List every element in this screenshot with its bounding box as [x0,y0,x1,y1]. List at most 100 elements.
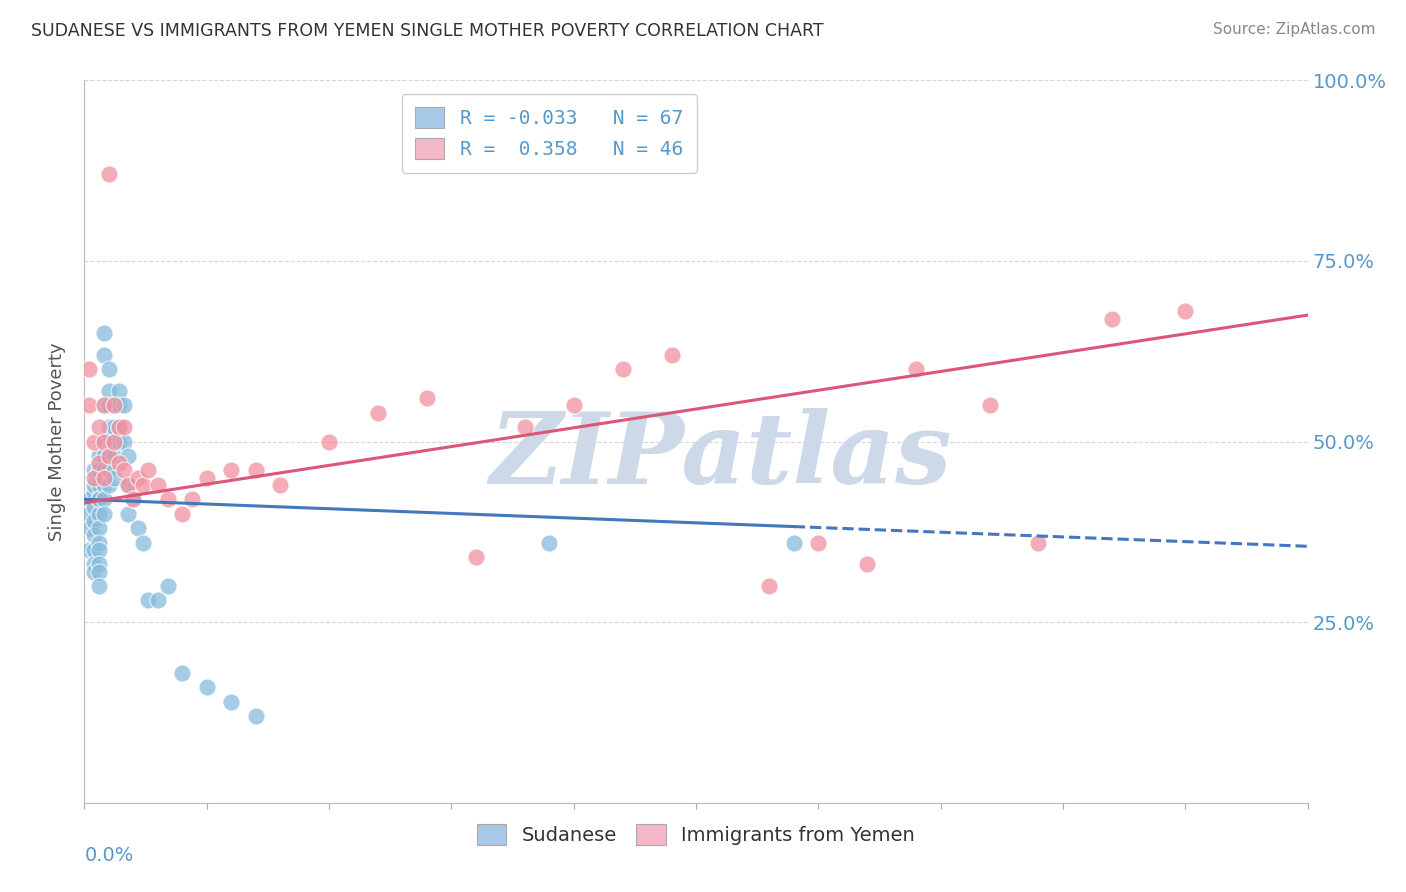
Point [146,593,169,607]
Point [122,492,145,507]
Point [103,449,125,463]
Point [93,326,115,340]
Point [83,500,105,514]
Point [97,362,120,376]
Point [87,565,110,579]
Point [83,434,105,449]
Point [77,362,100,376]
Point [77,492,100,507]
Point [87,558,110,572]
Text: 0.0%: 0.0% [84,847,134,865]
Point [77,398,100,412]
Point [245,463,267,477]
Point [112,398,135,412]
Point [103,398,125,412]
Point [181,492,204,507]
Point [83,565,105,579]
Point [93,507,115,521]
Point [87,492,110,507]
Point [112,463,135,477]
Point [93,434,115,449]
Point [132,478,155,492]
Point [172,665,194,680]
Point [1101,311,1123,326]
Point [103,420,125,434]
Point [122,492,145,507]
Point [97,449,120,463]
Point [1174,304,1197,318]
Point [127,470,149,484]
Point [538,535,561,549]
Point [107,420,129,434]
Point [97,384,120,398]
Point [117,507,139,521]
Point [269,478,291,492]
Point [103,470,125,484]
Point [112,420,135,434]
Point [112,434,135,449]
Point [318,434,340,449]
Point [93,449,115,463]
Point [758,579,780,593]
Point [464,550,486,565]
Legend: Sudanese, Immigrants from Yemen: Sudanese, Immigrants from Yemen [467,814,925,855]
Point [77,507,100,521]
Point [87,420,110,434]
Point [219,463,242,477]
Point [103,434,125,449]
Point [93,463,115,477]
Point [83,478,105,492]
Point [87,579,110,593]
Point [97,167,120,181]
Point [87,449,110,463]
Point [97,420,120,434]
Point [97,398,120,412]
Point [93,434,115,449]
Point [612,362,634,376]
Y-axis label: Single Mother Poverty: Single Mother Poverty [48,343,66,541]
Point [367,406,389,420]
Text: ZIPatlas: ZIPatlas [489,408,952,504]
Point [83,463,105,477]
Point [87,456,110,470]
Point [83,514,105,528]
Point [416,391,439,405]
Point [107,456,129,470]
Point [107,384,129,398]
Point [87,492,110,507]
Point [93,492,115,507]
Point [127,521,149,535]
Point [107,434,129,449]
Point [83,558,105,572]
Point [83,542,105,557]
Point [856,558,879,572]
Point [87,542,110,557]
Point [117,478,139,492]
Point [83,528,105,542]
Point [87,521,110,535]
Point [93,398,115,412]
Point [97,478,120,492]
Point [146,478,169,492]
Point [979,398,1001,412]
Point [107,398,129,412]
Point [245,709,267,723]
Point [83,470,105,484]
Point [156,492,179,507]
Point [87,463,110,477]
Text: Source: ZipAtlas.com: Source: ZipAtlas.com [1212,22,1375,37]
Point [136,463,159,477]
Point [136,593,159,607]
Point [172,507,194,521]
Point [513,420,536,434]
Point [87,535,110,549]
Point [93,348,115,362]
Point [195,680,218,694]
Point [103,434,125,449]
Point [93,470,115,484]
Point [661,348,683,362]
Point [87,478,110,492]
Point [87,507,110,521]
Point [117,449,139,463]
Point [195,470,218,484]
